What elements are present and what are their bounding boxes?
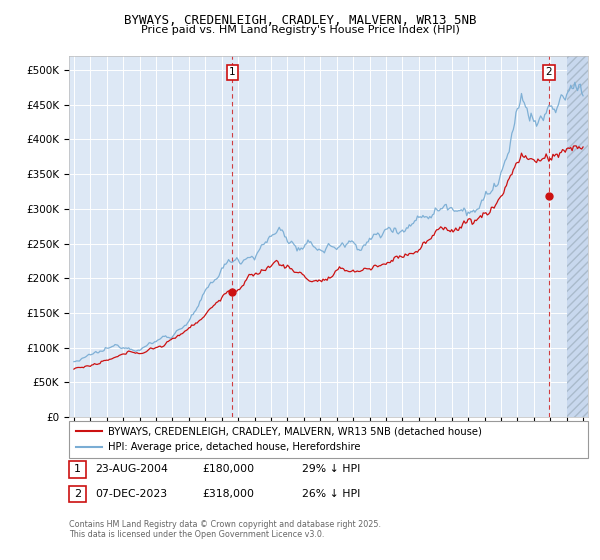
Text: 26% ↓ HPI: 26% ↓ HPI [302, 489, 360, 499]
Text: £180,000: £180,000 [203, 464, 255, 474]
Text: 23-AUG-2004: 23-AUG-2004 [95, 464, 167, 474]
Text: 07-DEC-2023: 07-DEC-2023 [95, 489, 167, 499]
Text: 2: 2 [545, 67, 552, 77]
Text: 1: 1 [229, 67, 236, 77]
Text: Contains HM Land Registry data © Crown copyright and database right 2025.
This d: Contains HM Land Registry data © Crown c… [69, 520, 381, 539]
Text: BYWAYS, CREDENLEIGH, CRADLEY, MALVERN, WR13 5NB (detached house): BYWAYS, CREDENLEIGH, CRADLEY, MALVERN, W… [108, 426, 482, 436]
Bar [566, 56, 588, 417]
Text: 29% ↓ HPI: 29% ↓ HPI [302, 464, 360, 474]
Text: £318,000: £318,000 [203, 489, 255, 499]
Text: 1: 1 [74, 464, 81, 474]
Text: HPI: Average price, detached house, Herefordshire: HPI: Average price, detached house, Here… [108, 442, 361, 452]
Text: Price paid vs. HM Land Registry's House Price Index (HPI): Price paid vs. HM Land Registry's House … [140, 25, 460, 35]
Text: BYWAYS, CREDENLEIGH, CRADLEY, MALVERN, WR13 5NB: BYWAYS, CREDENLEIGH, CRADLEY, MALVERN, W… [124, 14, 476, 27]
Text: 2: 2 [74, 489, 81, 499]
